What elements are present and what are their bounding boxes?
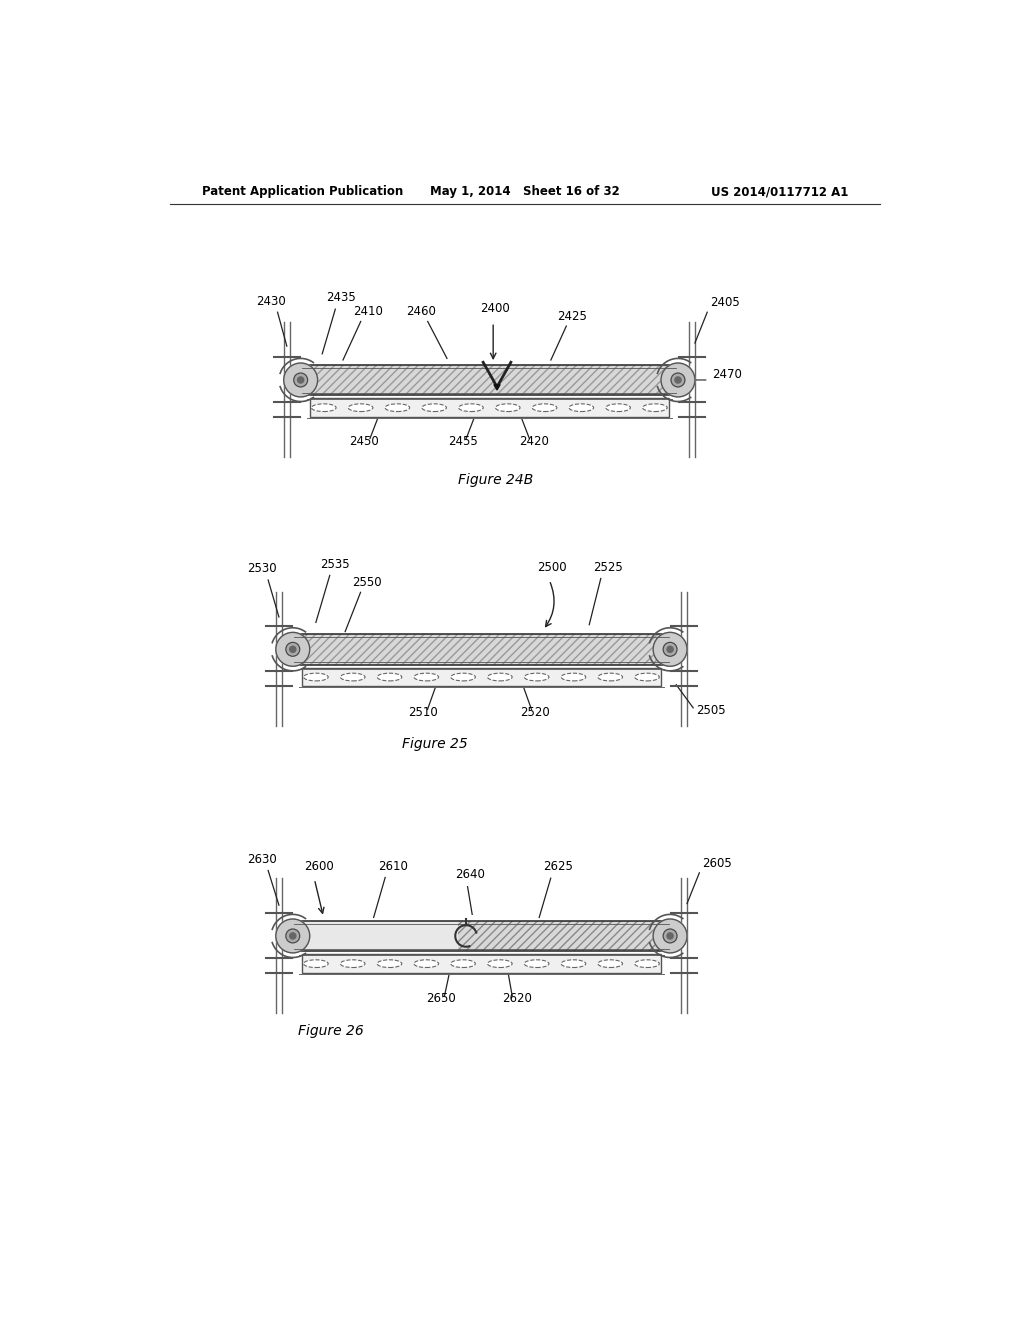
Ellipse shape (635, 673, 659, 681)
Text: 2450: 2450 (349, 434, 379, 447)
Text: 2455: 2455 (449, 434, 478, 447)
Text: 2410: 2410 (353, 305, 383, 318)
Ellipse shape (561, 673, 586, 681)
Ellipse shape (642, 404, 668, 412)
Bar (302, 668, 660, 686)
Text: 2520: 2520 (520, 706, 550, 718)
Polygon shape (494, 384, 500, 389)
Circle shape (667, 933, 673, 939)
Text: 2600: 2600 (304, 859, 334, 873)
Ellipse shape (303, 960, 329, 968)
Ellipse shape (377, 673, 401, 681)
Bar (301, 364, 678, 396)
Bar (293, 920, 459, 952)
Text: Figure 26: Figure 26 (298, 1023, 365, 1038)
Text: 2425: 2425 (557, 310, 588, 323)
Ellipse shape (524, 960, 549, 968)
Text: May 1, 2014   Sheet 16 of 32: May 1, 2014 Sheet 16 of 32 (430, 185, 620, 198)
Text: Figure 25: Figure 25 (402, 737, 468, 751)
Text: 2530: 2530 (247, 562, 276, 576)
Text: 2435: 2435 (326, 292, 355, 305)
Circle shape (664, 643, 677, 656)
Bar (301, 364, 678, 396)
Ellipse shape (532, 404, 557, 412)
Ellipse shape (524, 673, 549, 681)
Ellipse shape (606, 404, 631, 412)
Ellipse shape (451, 960, 475, 968)
Circle shape (275, 919, 309, 953)
Text: 2640: 2640 (455, 869, 484, 882)
Bar (293, 634, 670, 665)
Ellipse shape (487, 673, 512, 681)
Text: 2610: 2610 (378, 861, 408, 874)
Circle shape (298, 378, 304, 383)
Bar (293, 920, 670, 952)
Circle shape (290, 933, 296, 939)
Circle shape (667, 647, 673, 652)
Text: 2535: 2535 (321, 558, 350, 570)
Text: 2500: 2500 (538, 561, 567, 574)
Text: 2510: 2510 (408, 706, 438, 718)
Ellipse shape (487, 960, 512, 968)
Bar (301, 364, 678, 396)
Ellipse shape (598, 960, 623, 968)
Bar (293, 920, 670, 952)
Ellipse shape (340, 960, 365, 968)
Bar (310, 399, 669, 417)
Ellipse shape (598, 673, 623, 681)
Bar (293, 634, 670, 665)
Text: 2400: 2400 (480, 302, 510, 315)
Ellipse shape (496, 404, 520, 412)
Circle shape (664, 929, 677, 942)
Ellipse shape (377, 960, 401, 968)
Ellipse shape (311, 404, 336, 412)
Ellipse shape (561, 960, 586, 968)
Ellipse shape (451, 673, 475, 681)
Circle shape (662, 363, 695, 397)
Circle shape (286, 929, 300, 942)
Ellipse shape (385, 404, 410, 412)
Circle shape (275, 632, 309, 667)
Text: 2430: 2430 (257, 294, 287, 308)
Text: 2605: 2605 (702, 857, 732, 870)
Bar (459, 920, 670, 952)
Ellipse shape (414, 673, 438, 681)
Bar (302, 954, 660, 973)
Ellipse shape (459, 404, 483, 412)
Ellipse shape (414, 960, 438, 968)
Ellipse shape (635, 960, 659, 968)
Circle shape (286, 643, 300, 656)
Circle shape (294, 374, 307, 387)
Text: 2550: 2550 (352, 577, 382, 589)
Text: 2405: 2405 (711, 296, 740, 309)
Ellipse shape (569, 404, 594, 412)
Text: Figure 24B: Figure 24B (458, 473, 534, 487)
Text: 2630: 2630 (247, 853, 276, 866)
Text: 2460: 2460 (407, 305, 436, 318)
Circle shape (671, 374, 685, 387)
Text: 2525: 2525 (594, 561, 624, 574)
Text: 2505: 2505 (696, 704, 726, 717)
Text: 2420: 2420 (519, 434, 549, 447)
Text: US 2014/0117712 A1: US 2014/0117712 A1 (711, 185, 848, 198)
Circle shape (653, 919, 687, 953)
Circle shape (653, 632, 687, 667)
Ellipse shape (303, 673, 329, 681)
Text: 2625: 2625 (544, 861, 573, 874)
Ellipse shape (422, 404, 446, 412)
Circle shape (284, 363, 317, 397)
Circle shape (290, 647, 296, 652)
Circle shape (675, 378, 681, 383)
Text: Patent Application Publication: Patent Application Publication (202, 185, 402, 198)
Text: 2470: 2470 (712, 368, 741, 381)
Text: 2620: 2620 (502, 993, 531, 1005)
Ellipse shape (348, 404, 373, 412)
Bar (293, 634, 670, 665)
Text: 2650: 2650 (427, 993, 457, 1005)
Ellipse shape (340, 673, 365, 681)
